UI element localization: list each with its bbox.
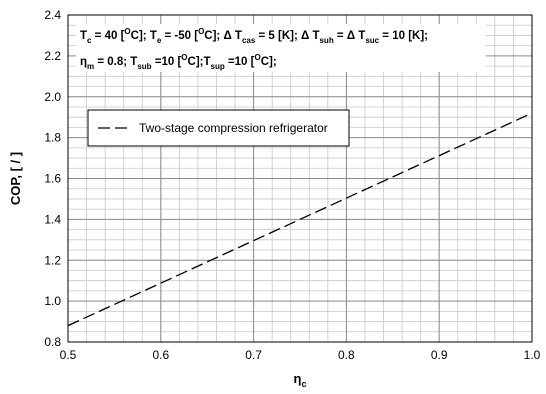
annotation-text-segment: η: [80, 56, 87, 68]
legend-label: Two-stage compression refrigerator: [139, 121, 328, 135]
annotation-subscript: sub: [137, 62, 151, 71]
annotation-text-segment: = 10 [K];: [379, 30, 428, 42]
annotation-text-segment: = -50 [: [161, 30, 198, 42]
annotation-text-segment: = Δ T: [334, 30, 366, 42]
annotation-text-segment: T: [80, 30, 87, 42]
x-tick-label: 0.5: [60, 348, 77, 362]
annotation-parameters-line1: Tc​ = 40 [O​C]; Te​ = -50 [O​C]; Δ Tcas​…: [80, 27, 428, 45]
plot-frame: [67, 14, 533, 343]
x-axis-title-subscript: c: [301, 379, 306, 389]
y-tick-label: 1.4: [44, 212, 61, 226]
annotation-subscript: cas: [242, 36, 256, 45]
annotation-text-segment: C];T: [188, 56, 211, 68]
y-tick-label: 1.6: [44, 172, 61, 186]
y-tick-label: 0.8: [44, 335, 61, 349]
annotation-subscript: suc: [365, 36, 379, 45]
x-axis-title-symbol: η: [294, 371, 302, 386]
x-tick-label: 1.0: [524, 348, 541, 362]
y-tick-label: 1.0: [44, 294, 61, 308]
series-line: [67, 112, 533, 327]
y-axis-ticks: 0.8 1.0 1.2 1.4 1.6 1.8 2.0 2.2 2.4: [44, 8, 61, 349]
x-tick-label: 0.8: [338, 348, 355, 362]
annotation-text-segment: C];: [261, 56, 277, 68]
annotation-subscript: suh: [319, 36, 333, 45]
annotation-text-segment: C]; Δ T: [204, 30, 242, 42]
y-tick-label: 2.4: [44, 8, 61, 22]
annotation-subscript: e: [157, 36, 162, 45]
x-axis-ticks: 0.5 0.6 0.7 0.8 0.9 1.0: [60, 348, 541, 362]
x-tick-label: 0.6: [152, 348, 169, 362]
annotation-superscript: O: [124, 27, 130, 36]
annotation-text-segment: = 5 [K]; Δ T: [255, 30, 319, 42]
y-tick-label: 1.8: [44, 131, 61, 145]
y-tick-label: 2.0: [44, 90, 61, 104]
annotation-text-segment: C]; T: [131, 30, 157, 42]
x-tick-label: 0.7: [245, 348, 262, 362]
y-axis-title: COP, [ / ]: [8, 152, 23, 205]
annotation-superscript: O: [198, 27, 204, 36]
legend: Two-stage compression refrigerator: [87, 109, 350, 147]
annotation-subscript: m: [87, 62, 94, 71]
annotation-superscript: O: [254, 53, 260, 62]
annotation-text-segment: =10 [: [225, 56, 255, 68]
series-layer: [67, 112, 533, 327]
x-axis-title: ηc: [294, 371, 307, 389]
y-tick-label: 1.2: [44, 253, 61, 267]
annotation-text-segment: =10 [: [152, 56, 182, 68]
annotation-text-segment: = 40 [: [91, 30, 124, 42]
legend-box: [87, 109, 350, 147]
x-tick-label: 0.9: [431, 348, 448, 362]
y-tick-label: 2.2: [44, 49, 61, 63]
annotation-superscript: O: [181, 53, 187, 62]
annotation-text-segment: = 0.8; T: [94, 56, 137, 68]
annotation-parameters-line2: ηm​ = 0.8; Tsub​ =10 [O​C];Tsup​ =10 [O​…: [80, 53, 277, 71]
annotation-subscript: sup: [211, 62, 225, 71]
annotation-subscript: c: [87, 36, 92, 45]
annotation-background: [76, 24, 486, 72]
